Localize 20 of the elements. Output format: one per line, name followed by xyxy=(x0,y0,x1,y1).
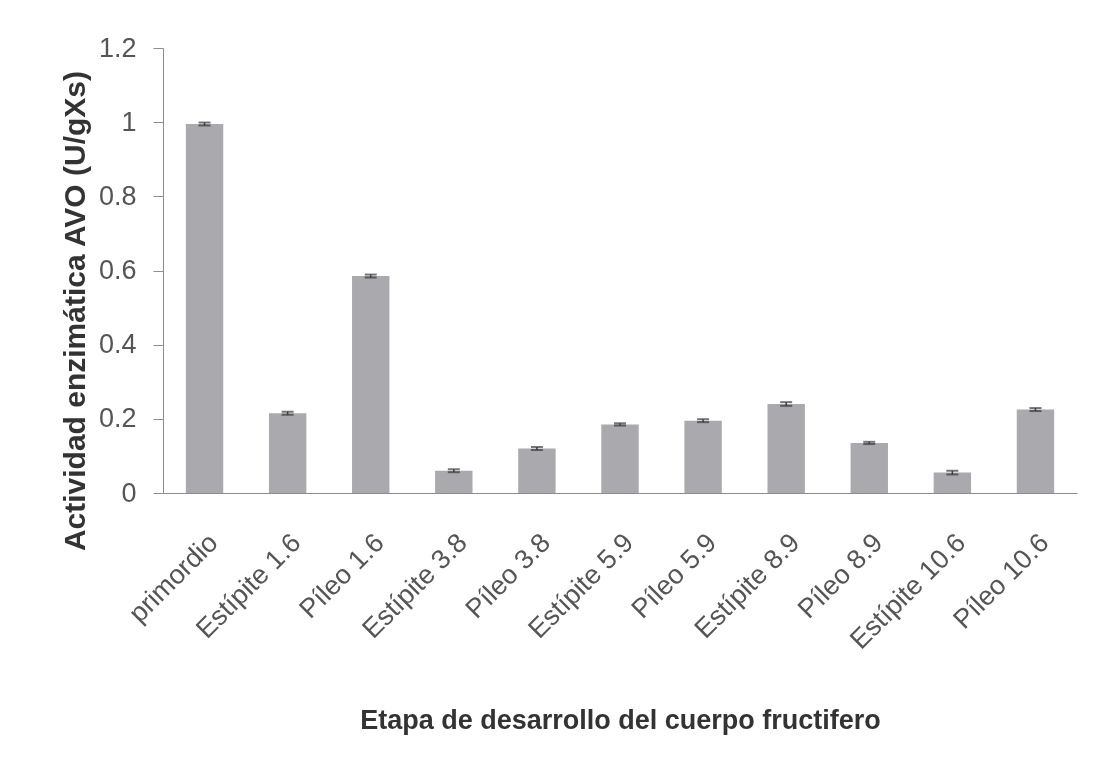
y-tick-label: 0.2 xyxy=(98,403,137,434)
y-tick-label: 1.2 xyxy=(98,32,137,63)
y-tick-label: 1 xyxy=(121,106,137,137)
y-tick-label: 0.4 xyxy=(98,329,137,360)
bar xyxy=(185,124,224,493)
x-axis-title: Etapa de desarrollo del cuerpo fructifero xyxy=(360,705,881,736)
bar xyxy=(268,413,307,493)
y-axis-title: Actividad enzimática AVO (U/gXs) xyxy=(57,71,91,552)
y-tick-label: 0.8 xyxy=(98,180,137,211)
bar xyxy=(352,276,390,493)
bar xyxy=(850,442,888,493)
bar xyxy=(933,472,972,493)
bar xyxy=(518,448,556,493)
bar xyxy=(684,420,722,493)
bar xyxy=(1016,409,1055,493)
bar xyxy=(767,404,805,493)
y-tick-label: 0 xyxy=(121,477,137,508)
bar xyxy=(435,470,473,493)
y-tick-label: 0.6 xyxy=(98,255,137,285)
bar xyxy=(601,424,639,493)
